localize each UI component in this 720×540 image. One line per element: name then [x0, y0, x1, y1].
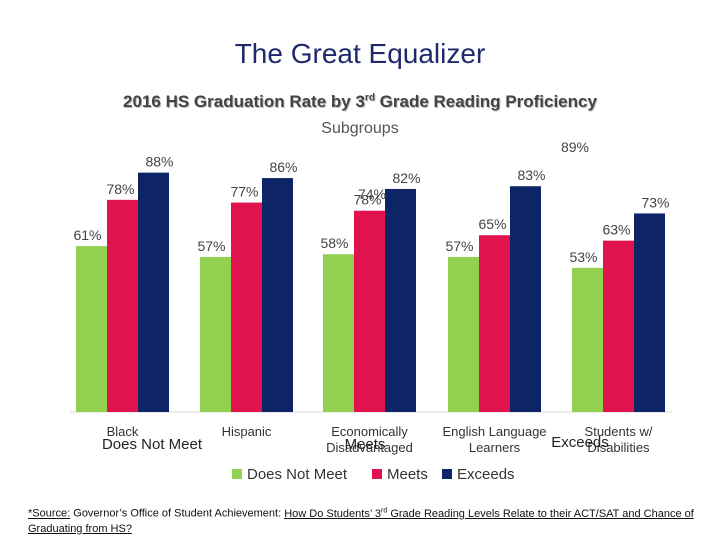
data-label-0-0: 61%	[73, 227, 101, 243]
bar-exceeds-2	[385, 188, 416, 412]
footnote: *Source: Governor’s Office of Student Ac…	[28, 503, 698, 537]
bar-does-not-meet-3	[448, 256, 479, 412]
page-title: The Great Equalizer	[234, 38, 486, 69]
legend-label-2: Exceeds	[457, 466, 515, 483]
data-label-4-2: 73%	[641, 194, 669, 210]
chart-title-sup: rd	[364, 92, 375, 104]
category-label-3-0: English Language	[442, 424, 546, 439]
data-label-2-1: 78%	[353, 192, 381, 208]
data-label-2-0: 58%	[320, 235, 348, 251]
data-label-1-1: 77%	[230, 184, 258, 200]
bar-meets-0	[107, 199, 138, 412]
category-label-0-0: Black	[107, 424, 139, 439]
bar-exceeds-0	[138, 172, 169, 412]
footnote-link-text-1: How Do Students’ 3	[284, 507, 382, 520]
data-label-4-1: 63%	[602, 222, 630, 238]
chart-title: 2016 HS Graduation Rate by 3rd Grade Rea…	[0, 92, 720, 112]
data-label-4-0: 53%	[569, 249, 597, 265]
footnote-link-sup: rd	[381, 507, 388, 514]
bar-meets-2	[354, 210, 385, 412]
data-label-0-1: 78%	[106, 181, 134, 197]
legend-swatch-0	[232, 469, 242, 479]
legend-swatch-1	[372, 469, 382, 479]
category-label-4-1: Disabilities	[587, 440, 650, 455]
bar-meets-4	[603, 240, 634, 412]
category-label-1-0: Hispanic	[222, 424, 272, 439]
overlay-label-1: 89%	[561, 139, 589, 155]
bar-exceeds-1	[262, 178, 293, 412]
legend-label-1: Meets	[387, 466, 428, 483]
data-label-1-2: 86%	[269, 159, 297, 175]
bar-meets-3	[479, 235, 510, 412]
bar-does-not-meet-2	[323, 254, 354, 412]
bar-exceeds-3	[510, 186, 541, 412]
bar-does-not-meet-4	[572, 267, 603, 412]
bar-meets-1	[231, 202, 262, 412]
footnote-link[interactable]: How Do Students’ 3rd Grade Reading Level…	[28, 507, 694, 535]
data-label-3-0: 57%	[445, 238, 473, 254]
category-label-3-1: Learners	[469, 440, 521, 455]
category-label-2-1: Disadvantaged	[326, 440, 413, 455]
category-label-4-0: Students w/	[585, 424, 653, 439]
category-label-2-0: Economically	[331, 424, 408, 439]
bar-chart: 61% 57% 58% 57% 53% 78% 77% 78% 65% 63% 88% 86% 82% 8…	[70, 139, 672, 483]
legend-swatch-2	[442, 469, 452, 479]
bar-exceeds-4	[634, 213, 665, 412]
chart-subtitle: Subgroups	[321, 120, 399, 137]
data-label-3-2: 83%	[517, 167, 545, 183]
footnote-source-label: *Source:	[28, 507, 71, 520]
overlay-label-4: Exceeds	[551, 434, 609, 451]
overlay-label-3: Meets	[345, 436, 386, 453]
footnote-link-text-2: Grade Reading Levels Relate to their ACT…	[28, 507, 694, 535]
data-label-3-1: 65%	[478, 216, 506, 232]
overlay-label-2: Does Not Meet	[102, 436, 203, 453]
bar-does-not-meet-0	[76, 246, 107, 412]
legend-label-0: Does Not Meet	[247, 466, 348, 483]
data-label-0-2: 88%	[145, 154, 173, 170]
data-label-2-2: 82%	[392, 170, 420, 186]
footnote-agency: Governor’s Office of Student Achievement…	[70, 507, 285, 520]
data-label-1-0: 57%	[197, 238, 225, 254]
bar-does-not-meet-1	[200, 256, 231, 412]
chart-title-rest: Grade Reading Proficiency	[374, 92, 597, 111]
overlay-label-0: 74%	[358, 186, 386, 202]
chart-title-main: 2016 HS Graduation Rate by 3	[123, 92, 365, 111]
